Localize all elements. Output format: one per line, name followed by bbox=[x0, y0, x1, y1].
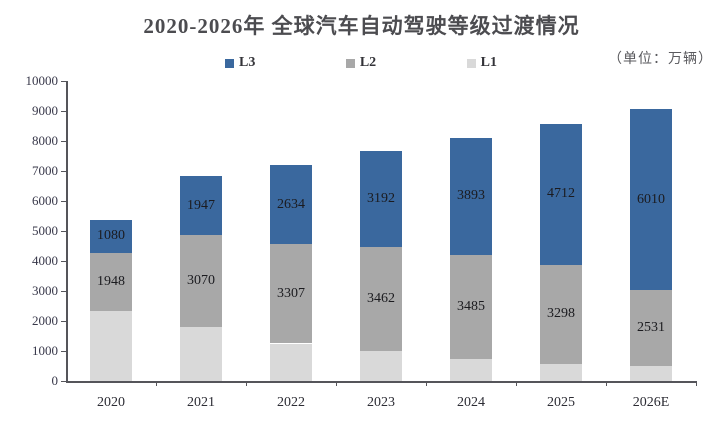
y-axis-tick-label: 10000 bbox=[25, 73, 59, 88]
legend-label-l3: L3 bbox=[239, 55, 256, 70]
bar-segment-l2-2024 bbox=[450, 254, 492, 360]
y-axis-tick bbox=[61, 201, 66, 202]
bar-segment-l2-2021 bbox=[180, 234, 222, 327]
bar-value-label: 3070 bbox=[187, 272, 215, 288]
x-axis-tick bbox=[336, 382, 337, 386]
x-axis-category-label: 2023 bbox=[367, 395, 395, 410]
x-axis-category-label: 2025 bbox=[547, 395, 575, 410]
bar-segment-l3-2021 bbox=[180, 176, 222, 235]
bar-segment-l2-2026E bbox=[630, 289, 672, 366]
y-axis-tick-label: 1000 bbox=[32, 343, 58, 358]
bar-segment-l2-2020 bbox=[90, 252, 132, 312]
legend-swatch-l2-icon bbox=[345, 58, 355, 68]
y-axis-tick bbox=[61, 381, 66, 382]
y-axis-tick-label: 7000 bbox=[32, 163, 58, 178]
y-axis-tick bbox=[61, 261, 66, 262]
bar-segment-l2-2022 bbox=[270, 244, 312, 344]
legend-label-l2: L2 bbox=[359, 55, 377, 70]
x-axis-tick bbox=[246, 382, 247, 386]
bar-segment-l2-2023 bbox=[360, 246, 402, 351]
unit-note: （单位：万辆） bbox=[608, 52, 713, 67]
bar-segment-l1-2021 bbox=[180, 327, 222, 381]
bar-value-label: 1948 bbox=[97, 273, 125, 289]
bar-segment-l1-2025 bbox=[540, 363, 582, 381]
x-axis-category-label: 2020 bbox=[97, 395, 125, 410]
bar-value-label: 3192 bbox=[367, 190, 395, 206]
y-axis-tick bbox=[61, 291, 66, 292]
y-axis-tick-label: 8000 bbox=[32, 133, 58, 148]
x-axis-line bbox=[66, 381, 697, 383]
bar-value-label: 3307 bbox=[277, 285, 305, 301]
y-axis-tick bbox=[61, 171, 66, 172]
bar-value-label: 4712 bbox=[547, 186, 575, 202]
y-axis-tick bbox=[61, 231, 66, 232]
legend-swatch-l1-icon bbox=[466, 58, 476, 68]
bar-value-label: 2531 bbox=[637, 319, 665, 335]
y-axis-tick-label: 6000 bbox=[32, 193, 58, 208]
bar-segment-l2-2025 bbox=[540, 264, 582, 364]
y-axis-tick bbox=[61, 81, 66, 82]
bar-segment-l3-2022 bbox=[270, 165, 312, 245]
y-axis-tick bbox=[61, 141, 66, 142]
legend-swatch-l3-icon bbox=[225, 58, 234, 68]
x-axis-category-label: 2021 bbox=[187, 395, 215, 410]
bar-value-label: 6010 bbox=[637, 191, 665, 207]
y-axis-tick-label: 5000 bbox=[32, 223, 58, 238]
chart-title: 2020-2026年 全球汽车自动驾驶等级过渡情况 bbox=[143, 14, 580, 38]
bar-segment-l1-2022 bbox=[270, 343, 312, 381]
bar-segment-l3-2020 bbox=[90, 220, 132, 253]
x-axis-category-label: 2026E bbox=[632, 395, 670, 410]
bar-segment-l1-2020 bbox=[90, 311, 132, 381]
bar-segment-l1-2023 bbox=[360, 350, 402, 381]
x-axis-tick bbox=[156, 382, 157, 386]
y-axis-tick-label: 4000 bbox=[32, 253, 58, 268]
y-axis-tick-label: 2000 bbox=[32, 313, 58, 328]
y-axis-tick-label: 3000 bbox=[32, 283, 58, 298]
bar-segment-l3-2024 bbox=[450, 138, 492, 255]
legend-label-l1: L1 bbox=[480, 55, 497, 70]
bar-segment-l3-2026E bbox=[630, 109, 672, 290]
y-axis-tick bbox=[61, 111, 66, 112]
bar-value-label: 3462 bbox=[367, 290, 395, 306]
y-axis-tick bbox=[61, 351, 66, 352]
x-axis-tick bbox=[606, 382, 607, 386]
y-axis-tick bbox=[61, 321, 66, 322]
y-axis-tick-label: 0 bbox=[51, 373, 59, 388]
bar-segment-l3-2025 bbox=[540, 123, 582, 265]
bar-segment-l3-2023 bbox=[360, 151, 402, 247]
x-axis-tick bbox=[426, 382, 427, 386]
x-axis-tick bbox=[516, 382, 517, 386]
bar-value-label: 3893 bbox=[457, 188, 485, 204]
x-axis-tick bbox=[696, 382, 697, 386]
bar-segment-l1-2026E bbox=[630, 365, 672, 381]
x-axis-category-label: 2022 bbox=[277, 395, 305, 410]
bar-segment-l1-2024 bbox=[450, 359, 492, 381]
bar-value-label: 2634 bbox=[277, 196, 305, 212]
legend: L3 L2 L1 bbox=[225, 55, 497, 71]
x-axis-category-label: 2024 bbox=[457, 395, 485, 410]
bar-value-label: 1947 bbox=[187, 197, 215, 213]
bar-value-label: 1080 bbox=[97, 228, 125, 244]
y-axis-tick-label: 9000 bbox=[32, 103, 58, 118]
legend-item-l1: L1 bbox=[466, 55, 497, 71]
y-axis-line bbox=[66, 81, 68, 382]
bar-value-label: 3298 bbox=[547, 306, 575, 322]
legend-item-l3: L3 bbox=[225, 55, 255, 71]
bar-value-label: 3485 bbox=[457, 299, 485, 315]
legend-item-l2: L2 bbox=[345, 55, 377, 71]
